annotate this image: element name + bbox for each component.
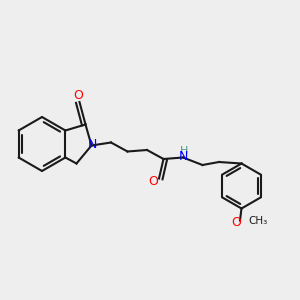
- Text: O: O: [232, 215, 241, 229]
- Text: N: N: [179, 150, 189, 163]
- Text: O: O: [149, 175, 158, 188]
- Text: H: H: [180, 146, 188, 156]
- Text: CH₃: CH₃: [248, 216, 268, 226]
- Text: O: O: [73, 89, 83, 102]
- Text: N: N: [88, 137, 97, 151]
